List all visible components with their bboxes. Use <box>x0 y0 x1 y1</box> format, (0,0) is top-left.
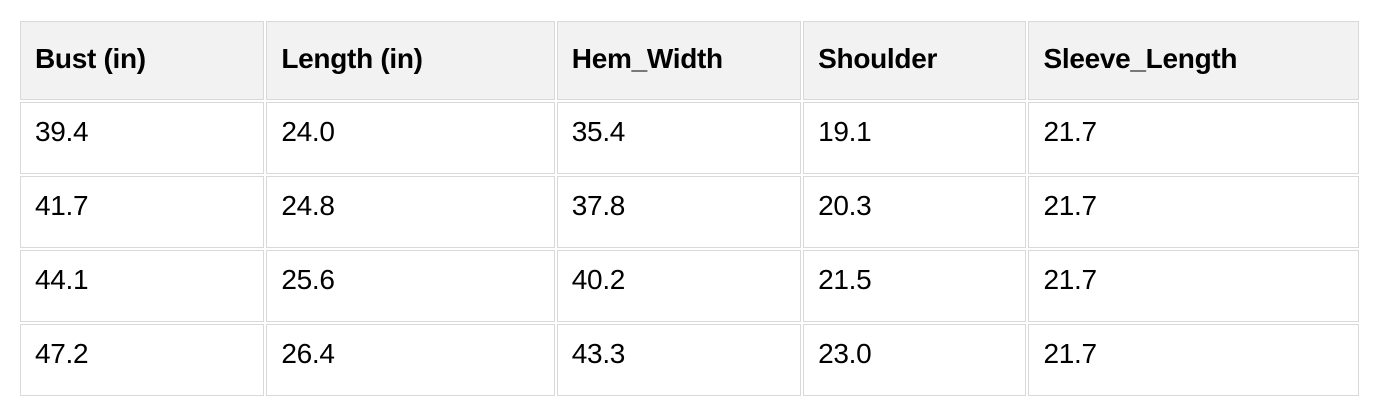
table-cell: 21.5 <box>803 250 1027 322</box>
table-cell: 26.4 <box>266 324 555 396</box>
column-header: Shoulder <box>803 21 1027 100</box>
table-cell: 43.3 <box>556 324 802 396</box>
table-cell: 23.0 <box>803 324 1027 396</box>
table-cell: 24.0 <box>266 102 555 174</box>
table-cell: 35.4 <box>556 102 802 174</box>
table-body: 39.4 24.0 35.4 19.1 21.7 41.7 24.8 37.8 20.3 21.7… <box>20 102 1359 396</box>
table-cell: 21.7 <box>1028 250 1359 322</box>
table-row: 41.7 24.8 37.8 20.3 21.7 <box>20 176 1359 248</box>
column-header: Bust (in) <box>20 21 265 100</box>
table-cell: 20.3 <box>803 176 1027 248</box>
table-cell: 21.7 <box>1028 324 1359 396</box>
table-cell: 44.1 <box>20 250 265 322</box>
column-header: Hem_Width <box>556 21 802 100</box>
table-header: Bust (in) Length (in) Hem_Width Shoulder Sle… <box>20 21 1359 100</box>
table-row: 39.4 24.0 35.4 19.1 21.7 <box>20 102 1359 174</box>
column-header: Length (in) <box>266 21 555 100</box>
table-cell: 21.7 <box>1028 102 1359 174</box>
size-chart-table: Bust (in) Length (in) Hem_Width Shoulder Sle… <box>18 19 1361 398</box>
table-cell: 47.2 <box>20 324 265 396</box>
table-cell: 24.8 <box>266 176 555 248</box>
table-cell: 37.8 <box>556 176 802 248</box>
table-cell: 21.7 <box>1028 176 1359 248</box>
header-row: Bust (in) Length (in) Hem_Width Shoulder Sle… <box>20 21 1359 100</box>
table-cell: 25.6 <box>266 250 555 322</box>
table-cell: 19.1 <box>803 102 1027 174</box>
table-cell: 39.4 <box>20 102 265 174</box>
table-row: 47.2 26.4 43.3 23.0 21.7 <box>20 324 1359 396</box>
table-cell: 41.7 <box>20 176 265 248</box>
column-header: Sleeve_Length <box>1028 21 1359 100</box>
table-cell: 40.2 <box>556 250 802 322</box>
table-row: 44.1 25.6 40.2 21.5 21.7 <box>20 250 1359 322</box>
